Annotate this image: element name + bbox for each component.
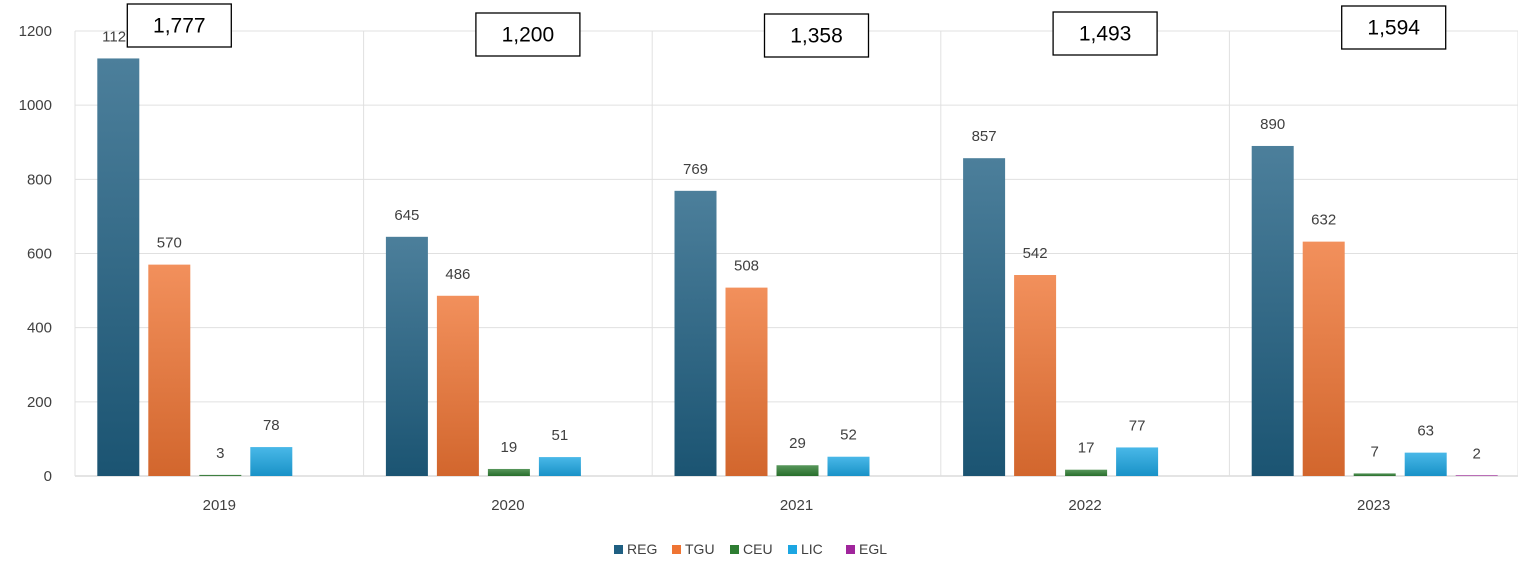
total-value: 1,493 bbox=[1079, 23, 1132, 46]
gridlines bbox=[74, 30, 1518, 477]
data-label: 17 bbox=[1078, 440, 1095, 457]
data-label: 51 bbox=[552, 427, 569, 444]
y-axis-ticks: 0 200 400 600 800 1000 1200 bbox=[19, 23, 52, 485]
x-category-label: 2020 bbox=[491, 497, 524, 514]
bar-reg-2023 bbox=[1251, 145, 1294, 477]
bar-lic-2019 bbox=[250, 447, 293, 476]
y-tick-label: 1000 bbox=[19, 97, 52, 114]
data-label: 486 bbox=[445, 266, 470, 283]
data-label: 890 bbox=[1260, 116, 1285, 133]
bar-lic-2022 bbox=[1116, 447, 1159, 476]
data-label: 570 bbox=[157, 235, 182, 252]
legend-item-tgu: TGU bbox=[672, 541, 715, 557]
legend-item-reg: REG bbox=[614, 541, 657, 557]
total-box-frame bbox=[126, 3, 232, 48]
bar-ceu-2019 bbox=[199, 474, 242, 476]
total-box: 1,777 bbox=[126, 3, 232, 48]
total-boxes: 1,777 1,200 1,358 1,493 1,594 bbox=[126, 3, 1447, 58]
total-value: 1,358 bbox=[790, 25, 843, 48]
legend-item-ceu: CEU bbox=[730, 541, 773, 557]
data-label: 7 bbox=[1371, 443, 1379, 460]
total-box: 1,358 bbox=[763, 13, 870, 58]
bar-ceu-2023 bbox=[1353, 473, 1396, 476]
bar-reg-2020 bbox=[385, 236, 428, 476]
legend-swatch bbox=[614, 545, 623, 554]
data-label: 857 bbox=[972, 128, 997, 145]
data-label: 63 bbox=[1417, 423, 1434, 440]
bar-tgu-2021 bbox=[725, 287, 768, 476]
bar-lic-2023 bbox=[1404, 452, 1447, 476]
total-box: 1,200 bbox=[475, 12, 581, 57]
bar-tgu-2023 bbox=[1302, 241, 1345, 476]
data-label: 78 bbox=[263, 417, 280, 434]
bar-ceu-2020 bbox=[487, 468, 530, 476]
data-label: 19 bbox=[501, 439, 518, 456]
total-box-frame bbox=[1341, 5, 1447, 50]
bar-lic-2020 bbox=[538, 457, 581, 476]
legend-swatch bbox=[788, 545, 797, 554]
x-category-label: 2021 bbox=[780, 497, 813, 514]
y-tick-label: 200 bbox=[27, 394, 52, 411]
data-labels: 1126570378645486195176950829528575421777… bbox=[102, 28, 1481, 462]
legend-label: TGU bbox=[685, 541, 715, 557]
total-value: 1,594 bbox=[1367, 17, 1420, 40]
bar-reg-2019 bbox=[97, 58, 140, 477]
data-label: 1126 bbox=[102, 28, 134, 45]
data-label: 2 bbox=[1473, 445, 1481, 462]
total-box: 1,493 bbox=[1052, 11, 1158, 56]
legend-label: LIC bbox=[801, 541, 823, 557]
legend-label: EGL bbox=[859, 541, 887, 557]
data-label: 645 bbox=[394, 207, 419, 224]
data-label: 632 bbox=[1311, 212, 1336, 229]
y-tick-label: 600 bbox=[27, 246, 52, 263]
x-category-label: 2019 bbox=[203, 497, 236, 514]
bar-egl-2023 bbox=[1455, 475, 1498, 476]
total-value: 1,777 bbox=[153, 15, 206, 38]
data-label: 769 bbox=[683, 161, 708, 178]
y-tick-label: 400 bbox=[27, 320, 52, 337]
legend-label: CEU bbox=[743, 541, 773, 557]
legend-swatch bbox=[730, 545, 739, 554]
x-axis-categories: 2019 2020 2021 2022 2023 bbox=[203, 497, 1391, 514]
bars bbox=[97, 58, 1498, 477]
y-tick-label: 1200 bbox=[19, 23, 52, 40]
data-label: 508 bbox=[734, 258, 759, 275]
bar-ceu-2022 bbox=[1065, 469, 1108, 476]
total-box: 1,594 bbox=[1341, 5, 1447, 50]
legend-label: REG bbox=[627, 541, 657, 557]
total-value: 1,200 bbox=[502, 24, 555, 47]
bar-tgu-2020 bbox=[436, 295, 479, 476]
data-label: 3 bbox=[216, 445, 224, 462]
legend-swatch bbox=[846, 545, 855, 554]
legend-swatch bbox=[672, 545, 681, 554]
data-label: 29 bbox=[789, 435, 806, 452]
total-box-frame bbox=[1052, 11, 1158, 56]
legend-item-egl: EGL bbox=[846, 541, 887, 557]
x-category-label: 2023 bbox=[1357, 497, 1390, 514]
legend-item-lic: LIC bbox=[788, 541, 823, 557]
bar-reg-2021 bbox=[674, 190, 717, 476]
total-box-frame bbox=[763, 13, 870, 58]
data-label: 77 bbox=[1129, 417, 1146, 434]
total-box-frame bbox=[475, 12, 581, 57]
bar-tgu-2022 bbox=[1014, 275, 1057, 476]
legend: REG TGU CEU LIC EGL bbox=[614, 541, 887, 557]
bar-ceu-2021 bbox=[776, 465, 819, 476]
data-label: 52 bbox=[840, 427, 857, 444]
x-category-label: 2022 bbox=[1068, 497, 1101, 514]
bar-tgu-2019 bbox=[148, 264, 191, 476]
y-tick-label: 0 bbox=[44, 468, 52, 485]
data-label: 542 bbox=[1023, 245, 1048, 262]
bar-reg-2022 bbox=[963, 158, 1006, 476]
bar-lic-2021 bbox=[827, 456, 870, 476]
y-tick-label: 800 bbox=[27, 171, 52, 188]
